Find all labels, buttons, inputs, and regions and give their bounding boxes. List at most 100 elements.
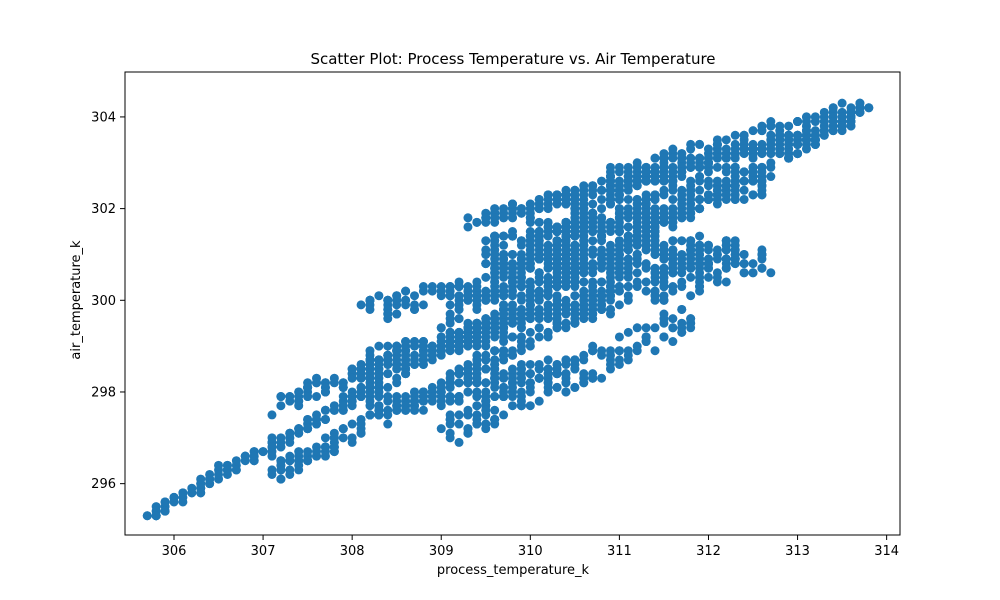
data-point [739,268,749,278]
data-point [320,405,330,415]
data-point [703,272,713,282]
data-point [436,382,446,392]
data-point [508,364,517,374]
data-point [632,240,642,250]
data-point [347,364,357,374]
data-point [490,405,500,415]
data-point [481,350,491,360]
x-tick-label: 307 [251,544,276,559]
data-point [543,222,553,232]
data-point [445,327,455,337]
x-tick-label: 308 [340,544,365,559]
data-point [276,474,286,484]
data-point [614,346,624,356]
data-point [677,263,687,273]
data-point [320,451,330,461]
data-point [668,176,678,186]
data-point [712,162,722,172]
data-point [588,346,598,356]
data-point [837,121,847,131]
data-point [481,419,491,429]
plot-frame [124,71,901,536]
data-point [677,318,687,328]
data-point [793,130,803,140]
data-point [552,382,562,392]
data-point [356,359,366,369]
x-tick-label: 309 [429,544,454,559]
data-point [668,167,678,177]
data-point [169,492,179,502]
data-point [392,355,402,365]
data-point [454,346,464,356]
data-point [597,291,607,301]
data-point [427,286,437,296]
data-point [534,194,544,204]
data-point [454,410,464,420]
data-point [392,346,402,356]
data-point [508,346,517,356]
data-point [686,153,696,163]
data-point [650,249,660,259]
data-point [499,240,509,250]
y-axis-label: air_temperature_k [69,240,84,360]
data-point [686,314,696,324]
data-point [285,428,295,438]
data-point [294,401,304,411]
data-point [686,263,696,273]
data-point [721,135,731,145]
y-tick-label: 300 [91,294,116,309]
data-point [614,240,624,250]
data-point [793,139,803,149]
data-point [525,300,535,310]
data-point [418,341,428,351]
data-point [703,181,713,191]
data-point [516,346,526,356]
data-point [730,130,740,140]
data-point [499,300,509,310]
data-point [632,213,642,223]
data-point [320,442,330,452]
data-point [605,286,615,296]
data-point [641,277,651,287]
data-point [739,185,749,195]
data-point [410,355,420,365]
data-point [703,158,713,168]
data-point [650,208,660,218]
data-point [748,259,758,269]
data-point [695,259,705,269]
data-point [677,167,687,177]
data-point [686,236,696,246]
data-point [320,414,330,424]
data-point [730,144,740,154]
data-point [499,231,509,241]
data-point [481,364,491,374]
data-point [703,167,713,177]
data-point [383,295,393,305]
data-point [775,130,785,140]
data-point [695,139,705,149]
data-point [668,144,678,154]
data-point [481,318,491,328]
data-point [401,359,411,369]
data-point [588,282,598,292]
data-point [597,213,607,223]
data-point [525,199,535,209]
data-point [463,213,473,223]
data-point [801,126,811,136]
data-point [650,286,660,296]
data-point [516,396,526,406]
data-point [178,492,188,502]
data-point [801,117,811,127]
data-point [588,373,598,383]
x-tick-label: 313 [785,544,810,559]
data-point [552,263,562,273]
data-point [392,309,402,319]
data-point [588,268,598,278]
data-point [276,392,286,402]
data-point [490,364,500,374]
data-point [151,511,161,521]
data-point [543,378,553,388]
data-point [463,222,473,232]
data-point [739,130,749,140]
data-point [534,204,544,214]
